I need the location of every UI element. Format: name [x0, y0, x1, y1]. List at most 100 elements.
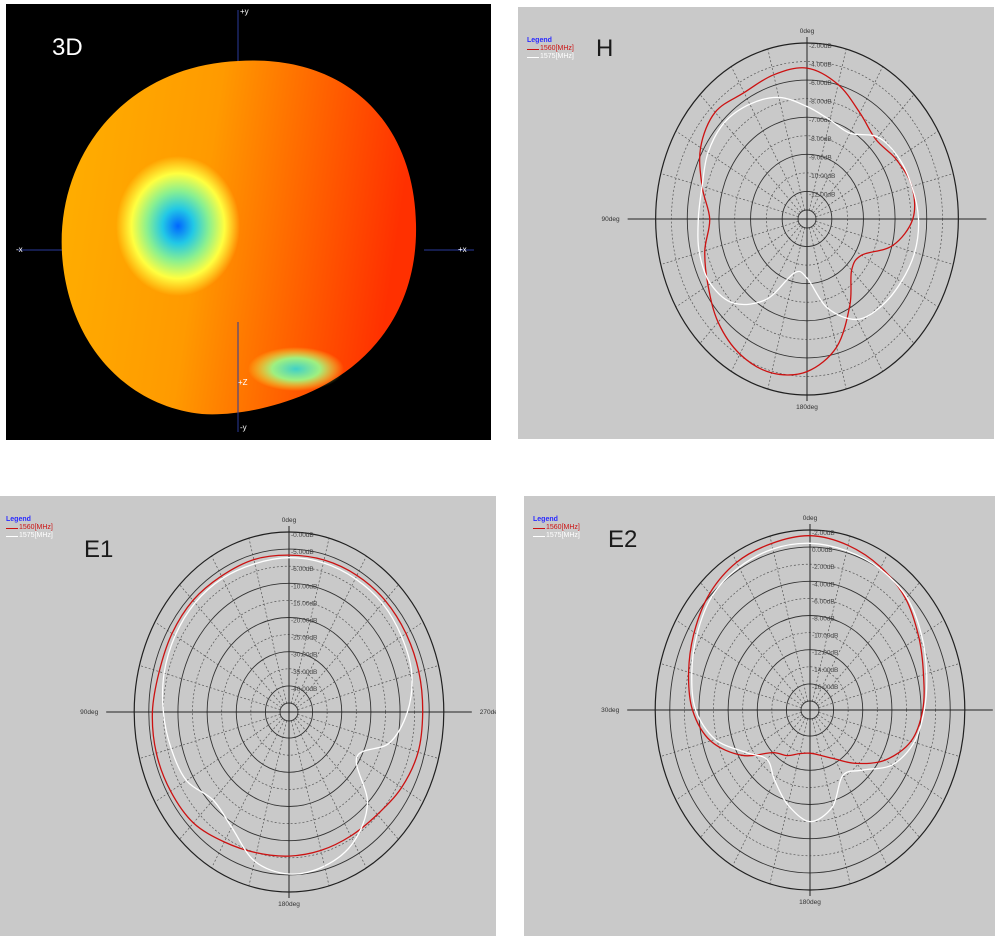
legend-swatch-red [533, 527, 545, 529]
angle-label-right: 270deg [480, 709, 496, 716]
grid-spoke [700, 582, 804, 704]
radial-tick-label: -14.00dB [812, 667, 838, 674]
legend-label-1575: 1575[MHz] [546, 532, 580, 539]
grid-spoke [211, 719, 285, 869]
legend-entry-1575: 1575[MHz] [6, 532, 53, 540]
radial-tick-label: -15.00dB [291, 600, 317, 607]
legend-label-1560: 1560[MHz] [19, 524, 53, 531]
legend-e2: Legend 1560[MHz] 1575[MHz] [533, 516, 580, 540]
radial-tick-label: -7.00dB [809, 117, 832, 124]
radial-tick-label: -6.00dB [809, 80, 832, 87]
angle-label-left: 90deg [602, 216, 620, 223]
legend-entry-1560: 1560[MHz] [527, 45, 574, 53]
series-line-1560mhz [699, 67, 916, 376]
grid-spoke [660, 220, 799, 265]
grid-spoke [811, 66, 883, 212]
angle-label-bottom: 180deg [796, 404, 818, 411]
grid-spoke [813, 225, 915, 344]
radial-tick-label: -16.00dB [812, 684, 838, 691]
grid-spoke [767, 227, 806, 390]
polar-chart-e2: -2.00dB 0.00dB -2.00dB -4.00dB -6.00dB -8.00d… [601, 515, 993, 906]
grid-spoke [814, 553, 888, 703]
series-line-1560mhz [151, 554, 424, 857]
grid-spoke [815, 220, 954, 265]
radial-tick-label: -10.00dB [812, 633, 838, 640]
radial-tick-label: -25.00dB [291, 635, 317, 642]
panel-h: -2.00dB -4.00dB -6.00dB -8.00dB -7.00dB -8.00… [518, 7, 994, 439]
radial-tick-label: 0.00dB [812, 547, 833, 554]
grid-spoke [811, 226, 883, 372]
grid-spoke [295, 718, 399, 840]
legend-swatch-white [533, 535, 545, 537]
grid-spoke [179, 584, 283, 706]
legend-title: Legend [6, 516, 31, 523]
grid-spoke [808, 48, 847, 211]
radial-tick-label: -4.00dB [809, 62, 832, 69]
grid-spoke [816, 582, 920, 704]
legend-title: Legend [533, 516, 558, 523]
grid-spoke [816, 716, 920, 838]
radial-tick-label: -30.00dB [291, 652, 317, 659]
panel-tag-h: H [596, 35, 614, 62]
series-line-1575mhz [691, 542, 928, 823]
grid-spoke [211, 555, 285, 705]
radial-tick-label: -40.00dB [291, 686, 317, 693]
grid-spoke [699, 225, 801, 344]
null-region-lower [248, 347, 344, 391]
angle-label-top: 0deg [800, 28, 815, 35]
legend-entry-1560: 1560[MHz] [6, 524, 53, 532]
radial-tick-label: -6.00dB [291, 566, 314, 573]
legend-swatch-white [6, 535, 18, 537]
panel-3d: +y -y -x +x +Z 3D [6, 4, 491, 440]
grid-spoke [732, 717, 806, 867]
grid-spoke [814, 130, 939, 215]
radial-tick-label: -0.00dB [291, 532, 314, 539]
pattern-3d-render: +y -y -x +x +Z [16, 7, 474, 432]
legend-label-1560: 1560[MHz] [546, 524, 580, 531]
legend-h: Legend 1560[MHz] 1575[MHz] [527, 37, 574, 61]
radial-tick-label: -8.00dB [809, 99, 832, 106]
angle-label-bottom: 180deg [799, 899, 821, 906]
panel-tag-e1: E1 [84, 536, 114, 563]
panel-tag-3d: 3D [52, 34, 83, 61]
grid-spoke [295, 584, 399, 706]
radial-tick-label: -35.00dB [291, 669, 317, 676]
grid-spoke [293, 719, 367, 869]
radial-tick-label: -10.00dB [291, 583, 317, 590]
legend-swatch-red [6, 527, 18, 529]
angle-label-top: 0deg [803, 515, 818, 522]
legend-e1: Legend 1560[MHz] 1575[MHz] [6, 516, 53, 540]
legend-entry-1560: 1560[MHz] [533, 524, 580, 532]
grid-spoke [700, 716, 804, 838]
grid-spoke [813, 94, 915, 213]
grid-spoke [660, 173, 799, 218]
panel-e1: -0.00dB -5.00dB -6.00dB -10.00dB -15.00dB -20… [0, 496, 496, 936]
legend-swatch-red [527, 48, 539, 50]
grid-spoke [731, 66, 803, 212]
series-line-1575mhz [161, 557, 413, 875]
radial-tick-label: -6.00dB [812, 598, 835, 605]
angle-label-top: 0deg [282, 517, 297, 524]
grid-spoke [293, 555, 367, 705]
axis-label-plus-y: +y [240, 7, 249, 16]
legend-entry-1575: 1575[MHz] [527, 53, 574, 61]
grid-spoke [808, 227, 847, 390]
series-line-1575mhz [697, 96, 920, 321]
radial-tick-label: -2.00dB [812, 564, 835, 571]
grid-spoke [815, 173, 954, 218]
grid-spoke [814, 223, 939, 308]
legend-label-1560: 1560[MHz] [540, 45, 574, 52]
radial-tick-label: -4.00dB [812, 581, 835, 588]
axis-label-minus-x: -x [16, 245, 23, 254]
radial-tick-label: -20.00dB [291, 618, 317, 625]
grid-spoke [814, 717, 888, 867]
legend-title: Legend [527, 37, 552, 44]
polar-chart-e1: -0.00dB -5.00dB -6.00dB -10.00dB -15.00dB -20… [80, 517, 496, 908]
radial-tick-label: -8.00dB [812, 616, 835, 623]
radial-tick-label: -2.00dB [812, 530, 835, 537]
panel-tag-e2: E2 [608, 526, 638, 553]
grid-spoke [675, 130, 800, 215]
radial-tick-label: -9.00dB [809, 154, 832, 161]
angle-label-bottom: 180deg [278, 901, 300, 908]
angle-label-left: 90deg [80, 709, 98, 716]
